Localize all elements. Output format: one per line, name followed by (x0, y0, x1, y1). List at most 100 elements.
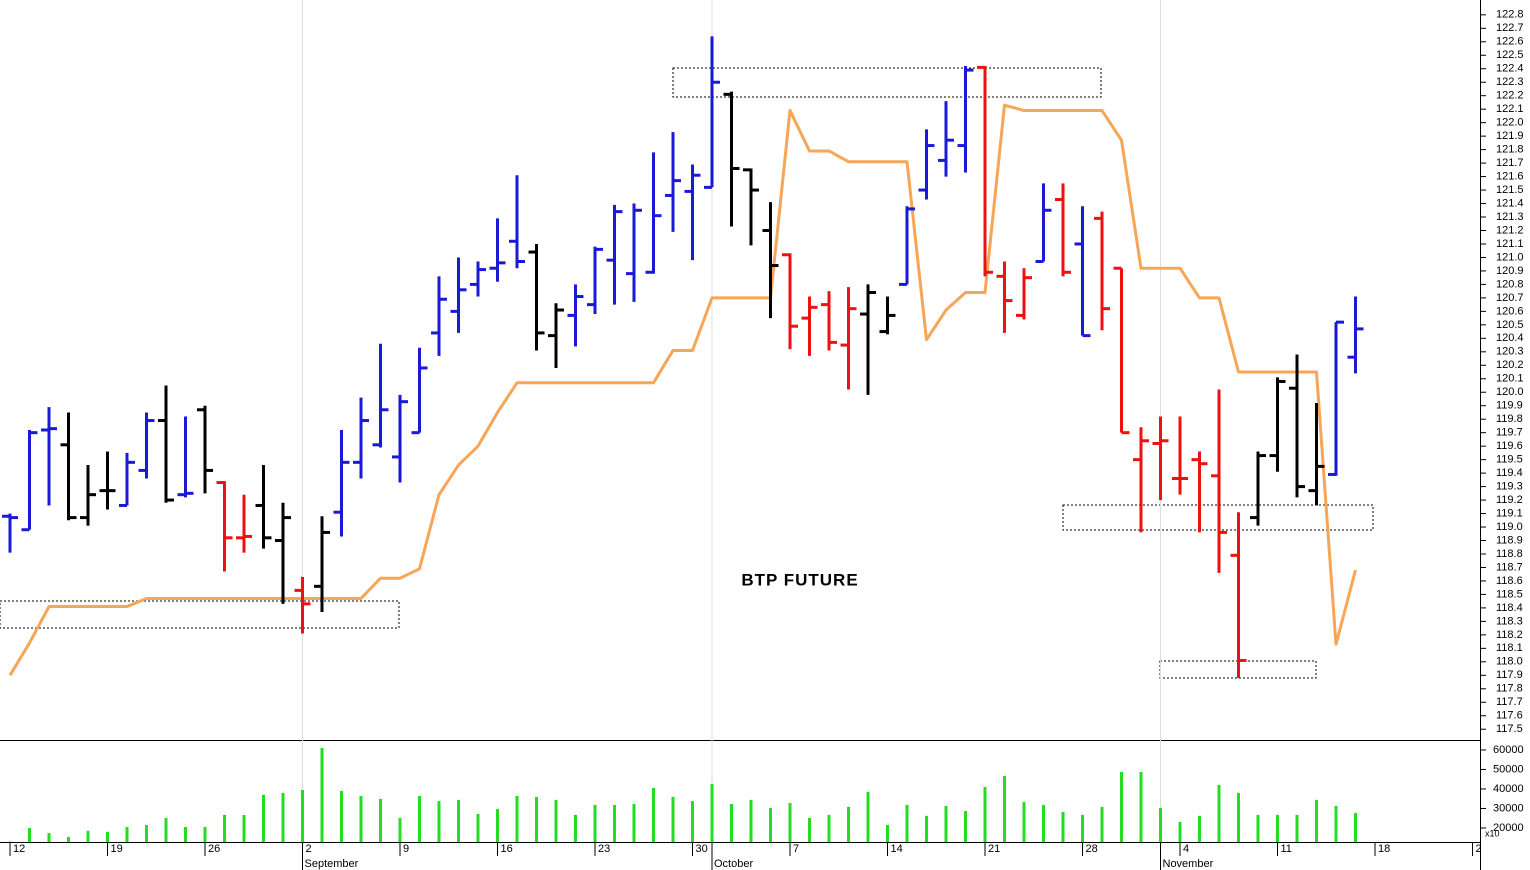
volume-bar (1217, 784, 1221, 842)
volume-bar (964, 810, 967, 842)
volume-bar (866, 791, 870, 842)
volume-bar (1100, 806, 1104, 842)
volume-bar (1139, 772, 1143, 842)
x-tick-label: 19 (111, 843, 123, 855)
y-tick-label: 117.5 (1496, 723, 1523, 735)
y-tick-label: 119.7 (1496, 427, 1523, 439)
y-tick-label: 118.6 (1496, 575, 1523, 587)
x-tick-label: 21 (988, 843, 1000, 855)
volume-bar (788, 803, 792, 842)
y-tick-label: 119.3 (1496, 481, 1523, 493)
y-tick-label: 117.6 (1496, 710, 1523, 722)
volume-bar (749, 799, 753, 842)
y-tick-label: 117.8 (1496, 683, 1523, 695)
y-tick-label: 121.9 (1496, 130, 1524, 142)
y-tick-label: 117.7 (1496, 696, 1523, 708)
y-tick-label: 121.4 (1496, 197, 1524, 209)
volume-bar (515, 795, 519, 842)
y-tick-label: 118.7 (1496, 561, 1523, 573)
volume-bar (281, 792, 285, 842)
y-tick-label: 119.8 (1496, 413, 1523, 425)
y-tick-label: 118.1 (1496, 642, 1523, 654)
y-tick-label: 121.2 (1496, 224, 1524, 236)
volume-bar (320, 748, 324, 842)
volume-bar (86, 830, 90, 842)
volume-bar (1295, 814, 1299, 842)
volume-bar (1334, 805, 1338, 842)
volume-bar (691, 801, 694, 842)
y-tick-label: 119.4 (1496, 467, 1523, 479)
volume-bar (359, 795, 363, 842)
volume-bar (164, 818, 168, 842)
volume-scale-label: x10 (1485, 828, 1500, 838)
y-tick-label: 122.8 (1496, 9, 1524, 21)
volume-bar (476, 813, 480, 842)
volume-bar (652, 787, 655, 842)
y-tick-label: 118.4 (1496, 602, 1523, 614)
y-tick-label: 119.1 (1496, 507, 1523, 519)
y-tick-label: 118.9 (1496, 534, 1523, 546)
volume-bar (437, 801, 441, 842)
volume-tick-label: 30000 (1493, 802, 1524, 814)
y-tick-label: 122.5 (1496, 49, 1524, 61)
x-tick-label: 30 (696, 843, 708, 855)
y-tick-label: 120.0 (1496, 386, 1524, 398)
volume-bar (184, 826, 187, 842)
volume-bar (301, 789, 304, 842)
volume-bar (28, 827, 31, 842)
volume-bar (730, 803, 733, 842)
volume-bar (925, 815, 928, 842)
x-tick-label: 23 (598, 843, 610, 855)
x-tick-label: 14 (891, 843, 903, 855)
volume-bar (1022, 802, 1026, 842)
y-tick-label: 122.3 (1496, 76, 1524, 88)
month-label: September (305, 858, 359, 870)
y-tick-label: 121.5 (1496, 184, 1524, 196)
range-box (0, 600, 400, 629)
x-tick-label: 28 (1086, 843, 1098, 855)
volume-bar (125, 826, 129, 842)
volume-bar (203, 826, 207, 842)
y-tick-label: 121.6 (1496, 170, 1524, 182)
volume-bar (1178, 821, 1182, 842)
volume-bar (1198, 815, 1201, 842)
signal-line (8, 103, 1357, 677)
volume-bar (1276, 814, 1279, 842)
volume-bar (418, 795, 421, 842)
y-tick-label: 117.9 (1496, 669, 1523, 681)
y-tick-label: 121.3 (1496, 211, 1524, 223)
volume-bar (67, 836, 70, 842)
volume-bar (379, 798, 382, 842)
volume-bar (847, 806, 850, 842)
y-tick-label: 118.3 (1496, 615, 1523, 627)
volume-bar (1061, 811, 1065, 842)
x-tick-label: 4 (1183, 843, 1189, 855)
y-tick-label: 121.7 (1496, 157, 1524, 169)
volume-bar (1256, 814, 1260, 842)
x-tick-label: 18 (1378, 843, 1390, 855)
range-box (672, 67, 1102, 98)
volume-bar (886, 825, 889, 842)
volume-bar (769, 807, 772, 842)
month-label: November (1163, 858, 1214, 870)
y-tick-label: 119.0 (1496, 521, 1523, 533)
volume-bar (710, 783, 714, 842)
y-tick-label: 122.6 (1496, 36, 1524, 48)
volume-bar (944, 805, 948, 842)
volume-bar (223, 814, 226, 842)
volume-bar (554, 799, 558, 842)
volume-bar (340, 790, 343, 842)
volume-bar (145, 825, 148, 842)
volume-bar (1159, 807, 1162, 842)
y-tick-label: 120.8 (1496, 278, 1524, 290)
volume-bar (242, 814, 246, 842)
y-tick-label: 121.0 (1496, 251, 1524, 263)
y-tick-label: 120.1 (1496, 373, 1524, 385)
volume-bar (613, 804, 616, 842)
y-tick-label: 121.8 (1496, 144, 1524, 156)
volume-bar (496, 809, 499, 842)
x-tick-label: 2 (306, 843, 312, 855)
